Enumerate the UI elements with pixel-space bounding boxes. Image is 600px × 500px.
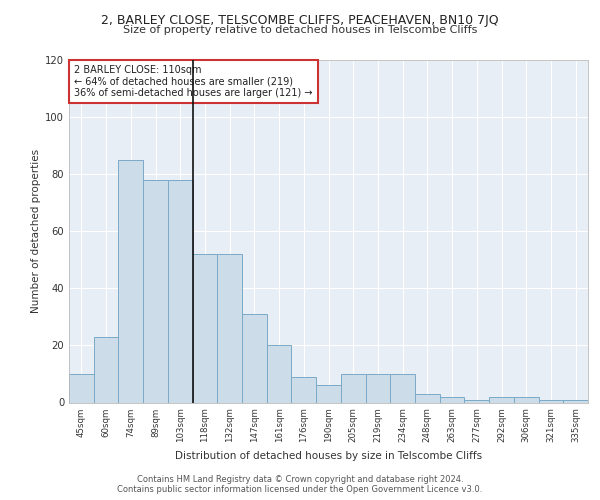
- Bar: [316, 386, 341, 402]
- Bar: [365, 374, 390, 402]
- Bar: [94, 337, 118, 402]
- X-axis label: Distribution of detached houses by size in Telscombe Cliffs: Distribution of detached houses by size …: [175, 450, 482, 460]
- Bar: [415, 394, 440, 402]
- Text: Contains HM Land Registry data © Crown copyright and database right 2024.
Contai: Contains HM Land Registry data © Crown c…: [118, 474, 482, 494]
- Bar: [143, 180, 168, 402]
- Bar: [464, 400, 489, 402]
- Y-axis label: Number of detached properties: Number of detached properties: [31, 149, 41, 314]
- Bar: [69, 374, 94, 402]
- Bar: [267, 346, 292, 403]
- Bar: [193, 254, 217, 402]
- Bar: [341, 374, 365, 402]
- Bar: [514, 397, 539, 402]
- Bar: [440, 397, 464, 402]
- Bar: [217, 254, 242, 402]
- Bar: [292, 377, 316, 402]
- Text: 2 BARLEY CLOSE: 110sqm
← 64% of detached houses are smaller (219)
36% of semi-de: 2 BARLEY CLOSE: 110sqm ← 64% of detached…: [74, 65, 313, 98]
- Bar: [489, 397, 514, 402]
- Bar: [539, 400, 563, 402]
- Bar: [390, 374, 415, 402]
- Text: Size of property relative to detached houses in Telscombe Cliffs: Size of property relative to detached ho…: [123, 25, 477, 35]
- Bar: [563, 400, 588, 402]
- Bar: [242, 314, 267, 402]
- Bar: [168, 180, 193, 402]
- Bar: [118, 160, 143, 402]
- Text: 2, BARLEY CLOSE, TELSCOMBE CLIFFS, PEACEHAVEN, BN10 7JQ: 2, BARLEY CLOSE, TELSCOMBE CLIFFS, PEACE…: [101, 14, 499, 27]
